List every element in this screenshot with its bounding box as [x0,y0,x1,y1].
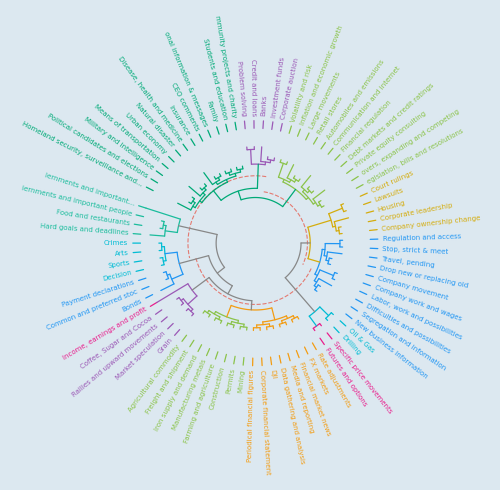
Text: DJI: DJI [269,369,276,379]
Text: Urban economy: Urban economy [124,112,168,155]
Text: Debt markets and credit ratings: Debt markets and credit ratings [348,82,435,161]
Text: Difficulties and possibilities: Difficulties and possibilities [365,302,452,354]
Text: Coffee, Sugar and Cocoa: Coffee, Sugar and Cocoa [80,315,154,369]
Text: Disease, health and medicine: Disease, health and medicine [117,55,183,142]
Text: Insurance: Insurance [168,104,191,137]
Text: Periodical financial figures: Periodical financial figures [248,370,256,463]
Text: Drilling: Drilling [340,334,361,356]
Text: Grain: Grain [157,337,174,355]
Text: Payment declarations: Payment declarations [62,279,135,308]
Text: Sports: Sports [108,260,130,269]
Text: Inflation and economic growth: Inflation and economic growth [299,24,344,126]
Text: Credit and loans: Credit and loans [250,59,257,116]
Text: Decision: Decision [102,270,132,282]
Text: Retail stores: Retail stores [317,95,344,135]
Text: Large movements: Large movements [308,71,342,130]
Text: Corporate auction: Corporate auction [280,57,300,120]
Text: Banks: Banks [261,95,268,117]
Text: Problem solving: Problem solving [236,61,247,117]
Text: Bonds: Bonds [121,297,143,313]
Text: lernments and important people: lernments and important people [20,185,132,217]
Text: Political candidates and elections: Political candidates and elections [46,113,148,179]
Text: Means of transportation: Means of transportation [93,104,160,163]
Text: Mining: Mining [238,369,246,393]
Text: Natural disaster: Natural disaster [134,102,175,148]
Text: Company work and wages: Company work and wages [374,284,462,322]
Text: Regulation and access: Regulation and access [382,233,461,242]
Text: Financial market news: Financial market news [298,361,332,436]
Text: Private equity consulting: Private equity consulting [354,111,428,168]
Text: Travel, pending: Travel, pending [381,256,435,268]
Text: lernments and important...: lernments and important... [44,172,135,207]
Text: egislation, bills and resolutions: egislation, bills and resolutions [366,128,464,185]
Text: mmunity projects and charity: mmunity projects and charity [214,15,238,118]
Text: CEO comments: CEO comments [170,81,200,131]
Text: FX markets: FX markets [307,357,330,395]
Text: Segregation and information: Segregation and information [360,311,446,371]
Text: Military and intelligence: Military and intelligence [82,116,154,171]
Text: Investment funds: Investment funds [270,56,285,118]
Text: Market speculation: Market speculation [114,330,166,381]
Text: Farming and agriculture: Farming and agriculture [184,363,216,443]
Text: Media and reporting: Media and reporting [288,364,314,434]
Text: Housing: Housing [378,199,406,213]
Text: Futures and options: Futures and options [324,346,368,407]
Text: Agricultural commodity: Agricultural commodity [128,343,182,413]
Text: overs, expanding and competing: overs, expanding and competing [360,109,460,176]
Text: Labor, work and possibilities: Labor, work and possibilities [370,294,462,341]
Text: Freight and shipment: Freight and shipment [145,349,190,415]
Text: Arts: Arts [114,250,129,257]
Text: Family: Family [206,100,218,123]
Text: Company ownership change: Company ownership change [382,215,481,232]
Text: Crimes: Crimes [104,240,128,246]
Text: Iron supply and demand: Iron supply and demand [154,354,198,432]
Text: Construction: Construction [209,366,226,410]
Text: Communication and internet: Communication and internet [334,65,402,147]
Text: Food and restaurants: Food and restaurants [56,209,130,226]
Text: Data gathering and analysis: Data gathering and analysis [279,367,305,465]
Text: Rallies and upward movements: Rallies and upward movements [72,322,160,397]
Text: Common and preferred stoc: Common and preferred stoc [46,288,138,331]
Text: Lawsuits: Lawsuits [374,187,404,203]
Text: Permits: Permits [226,368,236,394]
Text: Drop new or replacing old: Drop new or replacing old [380,266,469,289]
Text: Students and education: Students and education [202,38,228,121]
Text: Volatility and risk: Volatility and risk [290,63,314,122]
Text: Automobiles and emissions: Automobiles and emissions [326,58,385,141]
Text: Income, earnings and profit: Income, earnings and profit [62,306,148,361]
Text: Corporate leadership: Corporate leadership [380,203,453,222]
Text: Hard goals and deadlines: Hard goals and deadlines [40,223,129,236]
Text: Homeland security, surveillance and...: Homeland security, surveillance and... [21,121,144,188]
Text: Court rulings: Court rulings [370,170,414,194]
Text: Specific price movements: Specific price movements [332,341,394,415]
Text: Oil & Gas: Oil & Gas [347,327,376,353]
Text: Company movement: Company movement [377,275,448,301]
Text: New business information: New business information [354,319,429,380]
Text: Financial regulation: Financial regulation [341,99,393,153]
Text: Corporate financial statement: Corporate financial statement [260,370,271,475]
Text: Manufacturing metals: Manufacturing metals [172,359,207,431]
Text: onal information & messages: onal information & messages [164,30,209,127]
Text: Rate adjustments: Rate adjustments [316,352,352,409]
Text: Stop, strict & meet: Stop, strict & meet [382,246,448,255]
